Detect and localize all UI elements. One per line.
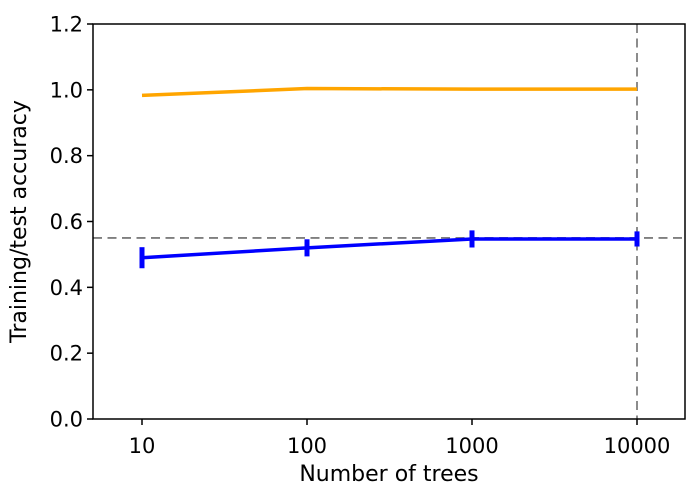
- y-axis-label: Training/test accuracy: [7, 100, 32, 344]
- x-axis-label: Number of trees: [299, 462, 478, 487]
- y-tick-label: 0.4: [50, 276, 83, 300]
- y-tick-label: 0.8: [50, 144, 83, 168]
- test-accuracy-line: [141, 237, 637, 260]
- x-tick-label: 10000: [604, 434, 671, 458]
- test-accuracy-series: [139, 230, 640, 269]
- training-accuracy-line: [141, 86, 637, 98]
- training-accuracy-series: [141, 86, 637, 98]
- x-tick-label: 1000: [445, 434, 498, 458]
- y-tick-label: 0.2: [50, 342, 83, 366]
- y-tick-label: 1.2: [50, 13, 83, 37]
- y-tick-label: 0.6: [50, 210, 83, 234]
- y-axis: 0.0 0.2 0.4 0.6 0.8 1.0 1.2: [50, 13, 93, 432]
- y-tick-label: 1.0: [50, 78, 83, 102]
- x-tick-label: 100: [287, 434, 327, 458]
- x-tick-label: 10: [129, 434, 156, 458]
- x-axis: 10 100 1000 10000: [129, 419, 671, 458]
- y-tick-label: 0.0: [50, 408, 83, 432]
